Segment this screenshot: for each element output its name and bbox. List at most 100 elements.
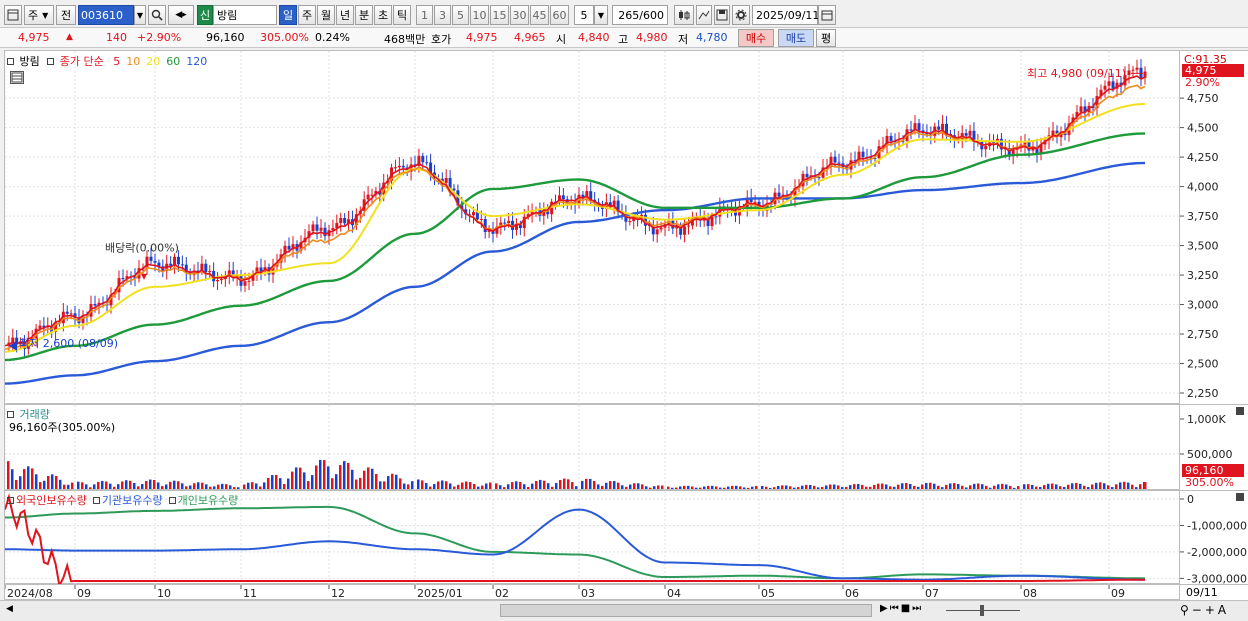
volume-bar: [671, 487, 674, 489]
volume-bar: [193, 483, 196, 489]
window-icon: [7, 9, 19, 21]
period-tab[interactable]: 분: [355, 5, 373, 25]
volume-bar: [841, 487, 844, 489]
candle-body: [718, 206, 722, 217]
low-label: 저: [678, 33, 689, 46]
prev-button[interactable]: 전: [56, 5, 76, 25]
candle-body: [133, 276, 137, 279]
y-tick-label: 3,250: [1187, 269, 1219, 282]
price-tag: 4,975: [1182, 64, 1244, 77]
sell-button[interactable]: 매도: [778, 29, 814, 47]
eval-button[interactable]: 평: [816, 29, 836, 47]
candle-body: [511, 220, 515, 230]
interval-value[interactable]: 5: [574, 5, 594, 25]
candle-body: [734, 210, 737, 216]
y-tick-label: 4,750: [1187, 92, 1219, 105]
interval-tab[interactable]: 3: [434, 5, 451, 25]
interval-tab[interactable]: 45: [530, 5, 549, 25]
volume-bar: [229, 485, 232, 489]
code-dropdown-icon[interactable]: ▼: [134, 5, 146, 25]
volume-bar: [575, 486, 578, 489]
holdings-legend-item: 외국인보유수량: [16, 494, 87, 507]
speaker-icon[interactable]: ◀▸: [168, 5, 194, 25]
candle-body: [448, 178, 452, 189]
volume-bar: [465, 481, 468, 489]
candle-icon[interactable]: [674, 5, 694, 25]
volume-bar: [641, 484, 644, 489]
candle-body: [307, 231, 311, 238]
price-change-pct: +2.90%: [137, 31, 182, 44]
ma-line-20: [4, 103, 1146, 353]
close-icon[interactable]: [1236, 407, 1244, 415]
interval-tab[interactable]: 5: [452, 5, 469, 25]
volume-bar: [363, 470, 366, 489]
legend-box-icon: [168, 497, 176, 504]
scroll-left-icon[interactable]: ◀: [6, 604, 13, 614]
volume-bar: [535, 481, 538, 489]
candle-body: [65, 311, 69, 314]
scroll-thumb[interactable]: [500, 604, 872, 617]
candle-body: [153, 260, 157, 263]
candle-body: [255, 267, 259, 275]
interval-tab[interactable]: 1: [416, 5, 433, 25]
candle-body: [1111, 81, 1115, 89]
candle-body: [169, 263, 173, 266]
buy-button[interactable]: 매수: [738, 29, 774, 47]
count-field[interactable]: 265/600: [612, 5, 668, 25]
save-icon[interactable]: [714, 5, 730, 25]
y-tick-label: 500,000: [1187, 448, 1233, 461]
interval-tab[interactable]: 15: [490, 5, 509, 25]
candle-body: [69, 313, 73, 315]
candle-body: [145, 256, 149, 268]
period-tab[interactable]: 초: [374, 5, 392, 25]
holdings-line-0: [4, 493, 1145, 589]
zoom-buttons-icon[interactable]: ⚲−+A: [1180, 603, 1230, 617]
ma-legend-item: 60: [166, 55, 181, 68]
volume-bar: [901, 483, 904, 489]
holdings-panel[interactable]: 외국인보유수량 기관보유수량 개인보유수량: [4, 490, 1181, 589]
stock-name-field[interactable]: 방림: [213, 5, 277, 25]
price-panel[interactable]: 최고 4,980 (09/11) 최저 2,600 (08/09) 배당락(0.00…: [4, 50, 1181, 405]
volume-bar: [555, 483, 558, 489]
volume-bar: [63, 484, 66, 489]
holdings-line-1: [5, 508, 1145, 581]
calendar-icon[interactable]: [818, 5, 836, 25]
interval-dropdown-icon[interactable]: ▼: [594, 5, 608, 25]
candle-body: [382, 182, 386, 195]
playback-controls-icon[interactable]: ▶⏮■⏭: [880, 603, 924, 614]
close-icon[interactable]: [1236, 493, 1244, 501]
volume-bar: [1027, 484, 1030, 489]
market-select[interactable]: 주 ▼: [24, 5, 54, 25]
interval-tab[interactable]: 30: [510, 5, 529, 25]
search-icon[interactable]: [148, 5, 166, 25]
candle-body: [526, 214, 530, 217]
period-tab[interactable]: 주: [298, 5, 316, 25]
scroll-bar[interactable]: ◀ ▶⏮■⏭ ⚲−+A: [0, 600, 1248, 621]
layout-icon[interactable]: [4, 5, 22, 25]
interval-tab[interactable]: 10: [470, 5, 489, 25]
candle-body: [1119, 82, 1123, 86]
volume-bar: [989, 487, 992, 489]
volume-bar: [93, 484, 96, 489]
volume-bar: [1023, 484, 1026, 489]
stock-code-input[interactable]: 003610: [78, 5, 134, 25]
draw-line-icon[interactable]: [696, 5, 712, 25]
candle-body: [1095, 96, 1099, 108]
period-tab[interactable]: 년: [336, 5, 354, 25]
volume-bar: [723, 487, 726, 489]
settings-icon[interactable]: [732, 5, 750, 25]
period-tab[interactable]: 일: [279, 5, 297, 25]
volume-bar: [1051, 483, 1054, 489]
volume-bar: [351, 469, 354, 489]
zoom-slider-handle[interactable]: [980, 605, 984, 616]
volume-panel[interactable]: 거래량 96,160주(305.00%): [4, 404, 1181, 491]
table-view-icon[interactable]: [10, 71, 24, 84]
candle-body: [499, 222, 503, 227]
interval-tab[interactable]: 60: [550, 5, 569, 25]
period-tab[interactable]: 월: [317, 5, 335, 25]
date-field[interactable]: 2025/09/11: [752, 5, 819, 25]
volume-bar: [973, 483, 976, 489]
period-tab[interactable]: 틱: [393, 5, 411, 25]
candle-body: [366, 194, 370, 200]
high-annotation: 최고 4,980 (09/11): [1027, 67, 1126, 80]
